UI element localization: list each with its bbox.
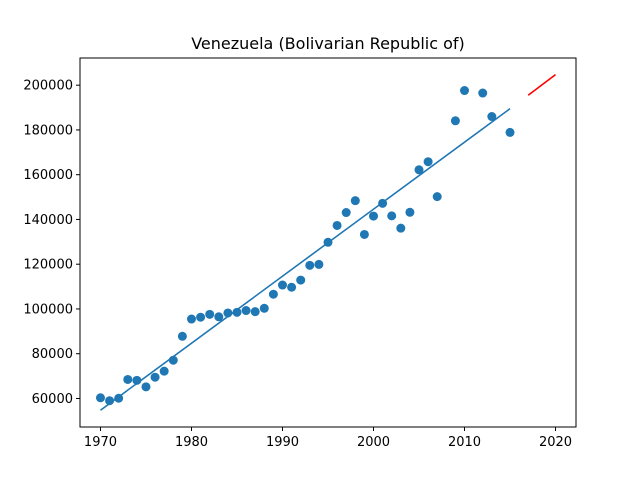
data-point [123, 374, 133, 384]
x-tick-label: 2010 [448, 435, 481, 450]
data-point [387, 211, 397, 221]
data-point [487, 112, 497, 122]
data-point [95, 393, 105, 403]
data-point [196, 312, 206, 322]
data-point [423, 157, 433, 167]
y-tick-label: 60000 [32, 392, 73, 407]
data-point [369, 211, 378, 221]
data-point [177, 331, 187, 341]
y-tick-label: 80000 [32, 347, 73, 362]
data-point [405, 207, 415, 217]
data-point [396, 223, 406, 233]
data-point [350, 196, 360, 206]
y-tick-label: 120000 [23, 258, 73, 273]
data-point [332, 220, 342, 230]
data-point [296, 275, 306, 285]
data-point [232, 307, 242, 317]
data-point [259, 303, 269, 313]
projection-line [527, 74, 557, 96]
data-point [150, 372, 160, 382]
y-tick-label: 140000 [23, 213, 73, 228]
y-tick-label: 160000 [23, 168, 73, 183]
data-point [450, 116, 460, 126]
trend-line [100, 108, 511, 411]
data-point [359, 229, 369, 239]
data-point [241, 306, 251, 316]
data-point [287, 282, 297, 292]
data-point [432, 192, 442, 202]
data-point [105, 396, 115, 406]
data-point [460, 86, 470, 96]
data-point [214, 312, 224, 322]
data-point [250, 307, 260, 317]
x-tick-label: 1970 [84, 435, 117, 450]
y-tick-label: 180000 [23, 123, 73, 138]
y-tick-label: 200000 [23, 79, 73, 94]
y-tick-label: 100000 [23, 302, 73, 317]
data-point [278, 280, 287, 290]
data-point [414, 165, 424, 175]
data-point [505, 127, 515, 137]
chart-title: Venezuela (Bolivarian Republic of) [191, 34, 465, 53]
data-point [314, 259, 324, 269]
x-tick-label: 2020 [539, 435, 572, 450]
data-point [478, 88, 488, 98]
x-tick-label: 1990 [266, 435, 299, 450]
data-point [341, 208, 351, 218]
data-point [205, 309, 215, 319]
plot-layer [95, 74, 557, 411]
x-tick-label: 2000 [357, 435, 390, 450]
data-point [186, 314, 196, 324]
data-point [305, 260, 315, 270]
x-tick-label: 1980 [175, 435, 208, 450]
data-point [268, 289, 278, 299]
y-axis-ticks: 60000 80000 100000 120000 140000 160000 180000… [23, 79, 80, 407]
x-axis-ticks: 1970 1980 1990 2000 2010 2020 [84, 427, 572, 450]
data-point [159, 366, 169, 376]
plot-frame [79, 57, 577, 428]
data-point [141, 382, 151, 392]
